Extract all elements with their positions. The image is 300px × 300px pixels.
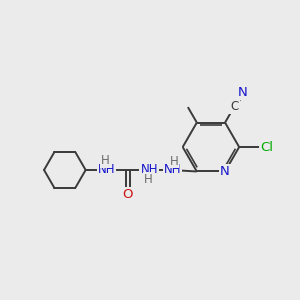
Text: H: H bbox=[100, 154, 109, 167]
Text: H: H bbox=[143, 173, 152, 186]
Text: O: O bbox=[123, 188, 133, 201]
Text: Cl: Cl bbox=[261, 140, 274, 154]
Text: N: N bbox=[220, 165, 230, 178]
Text: NH: NH bbox=[98, 164, 115, 176]
Text: H: H bbox=[169, 154, 178, 168]
Text: NH: NH bbox=[164, 164, 181, 176]
Text: N: N bbox=[237, 86, 247, 99]
Text: C: C bbox=[230, 100, 238, 113]
Text: NH: NH bbox=[140, 164, 158, 176]
